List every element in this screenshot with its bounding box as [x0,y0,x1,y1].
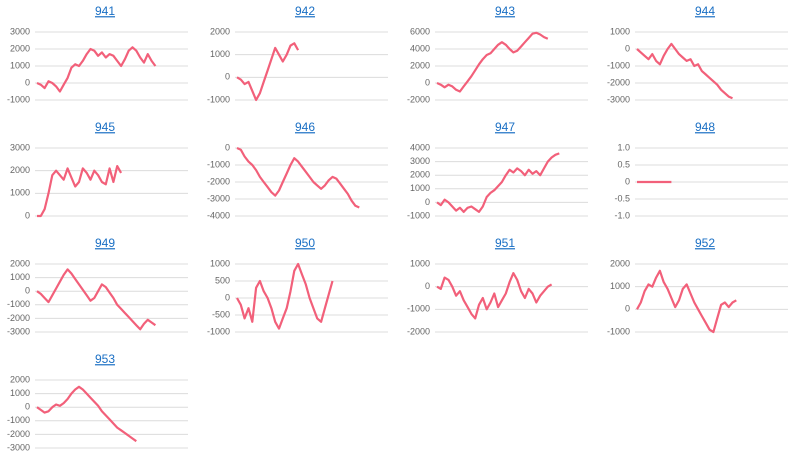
y-tick-label: 6000 [410,26,430,36]
y-tick-label: -2000 [7,313,30,323]
y-tick-label: 1000 [610,281,630,291]
chart-title[interactable]: 945 [95,120,115,134]
y-tick-label: -2000 [407,326,430,336]
y-tick-label: 1000 [210,49,230,59]
y-tick-label: 0 [225,292,230,302]
y-tick-label: 2000 [10,165,30,175]
y-tick-label: -3000 [207,193,230,203]
chart-title[interactable]: 947 [495,120,515,134]
data-line [636,42,733,100]
data-line [36,268,157,331]
chart-title[interactable]: 941 [95,4,115,18]
y-tick-label: 0 [225,72,230,82]
y-tick-label: 3000 [10,26,30,36]
y-tick-label: 1000 [410,183,430,193]
y-tick-label: -1000 [407,210,430,220]
y-tick-label: -1000 [7,299,30,309]
chart-title[interactable]: 950 [295,236,315,250]
y-tick-label: 0 [225,142,230,152]
y-tick-label: -2000 [407,94,430,104]
chart-title[interactable]: 943 [495,4,515,18]
y-tick-label: 1000 [410,258,430,268]
data-line [636,269,737,334]
y-tick-label: 0 [25,77,30,87]
y-tick-label: 2000 [10,43,30,53]
y-tick-label: 1000 [10,272,30,282]
y-tick-label: 1000 [10,388,30,398]
y-tick-label: 0.5 [617,159,630,169]
y-tick-label: -4000 [207,210,230,220]
data-line [37,165,123,218]
chart-title[interactable]: 953 [95,352,115,366]
y-tick-label: 2000 [10,258,30,268]
y-tick-label: 1000 [610,26,630,36]
y-tick-label: 0 [25,210,30,220]
data-line [236,42,300,102]
y-tick-label: -0.5 [614,193,630,203]
y-tick-label: -1000 [7,415,30,425]
y-tick-label: 1.0 [617,142,630,152]
y-tick-label: -1000 [207,159,230,169]
chart-title[interactable]: 948 [695,120,715,134]
y-tick-label: 2000 [610,258,630,268]
y-tick-label: 0 [425,281,430,291]
data-line [436,31,549,93]
y-tick-label: 0 [425,77,430,87]
chart-title[interactable]: 951 [495,236,515,250]
y-tick-label: 1000 [10,188,30,198]
chart-title[interactable]: 944 [695,4,715,18]
chart-title[interactable]: 942 [295,4,315,18]
data-line [236,146,360,209]
y-tick-label: 3000 [410,156,430,166]
y-tick-label: -1000 [207,94,230,104]
chart-title[interactable]: 949 [95,236,115,250]
y-tick-label: -2000 [7,429,30,439]
y-tick-label: 4000 [410,142,430,152]
y-tick-label: -2000 [607,77,630,87]
y-tick-label: -2000 [207,176,230,186]
data-line [436,152,560,213]
data-line [36,46,157,93]
y-tick-label: -1000 [607,326,630,336]
y-tick-label: 3000 [10,142,30,152]
y-tick-label: 4000 [410,43,430,53]
y-tick-label: -1000 [407,304,430,314]
y-tick-label: -500 [212,309,230,319]
y-tick-label: 0 [25,402,30,412]
y-tick-label: -1000 [207,326,230,336]
y-tick-label: 0 [625,304,630,314]
y-tick-label: -1000 [7,94,30,104]
y-tick-label: 0 [625,176,630,186]
y-tick-label: 0 [425,197,430,207]
y-tick-label: 1000 [210,258,230,268]
chart-title[interactable]: 952 [695,236,715,250]
y-tick-label: -3000 [7,326,30,336]
data-line [236,262,334,330]
data-line [436,272,553,320]
data-line [36,385,137,443]
y-tick-label: 0 [625,43,630,53]
y-tick-label: -3000 [607,94,630,104]
y-tick-label: -3000 [7,442,30,452]
y-tick-label: 500 [215,275,230,285]
y-tick-label: 2000 [410,170,430,180]
y-tick-label: -1000 [607,60,630,70]
y-tick-label: 2000 [410,60,430,70]
chart-title[interactable]: 946 [295,120,315,134]
y-tick-label: 1000 [10,60,30,70]
y-tick-label: 0 [25,286,30,296]
y-tick-label: 2000 [210,26,230,36]
y-tick-label: 2000 [10,374,30,384]
y-tick-label: -1.0 [614,210,630,220]
